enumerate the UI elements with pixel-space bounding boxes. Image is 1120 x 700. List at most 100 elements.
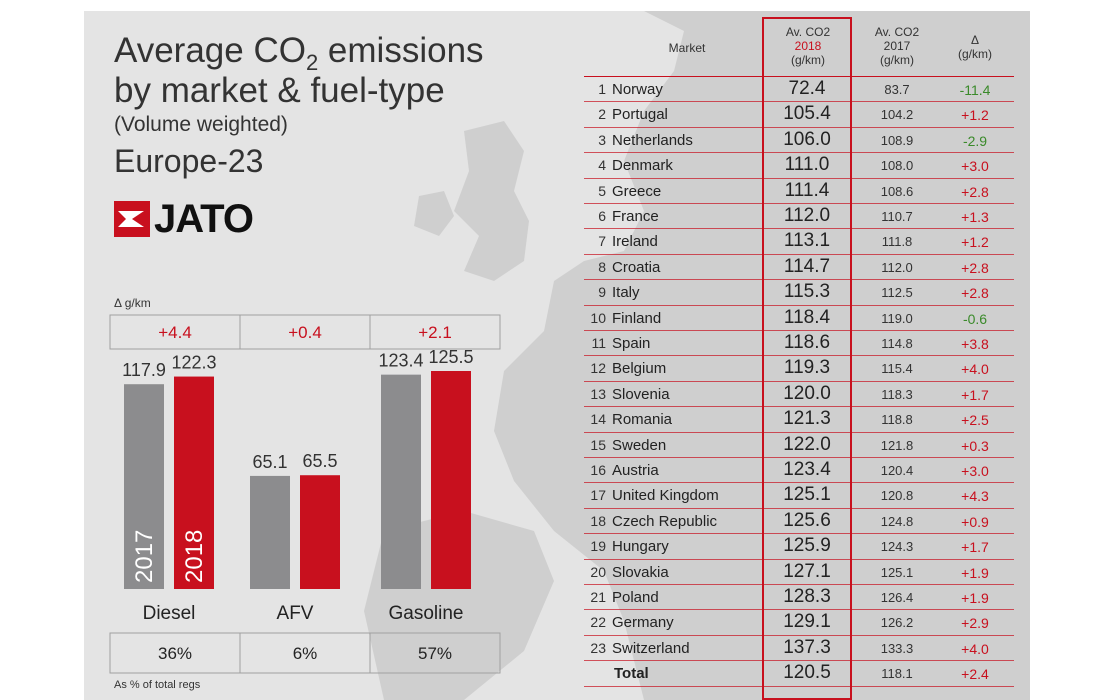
market-denmark: Denmark — [612, 157, 673, 175]
row-divider — [584, 101, 1014, 103]
rank-spain: 11 — [591, 335, 606, 351]
value-2018-slovenia: 120.0 — [783, 382, 831, 404]
bar-gasoline-2017 — [381, 374, 421, 589]
row-divider — [584, 457, 1014, 458]
value-2017-france: 110.7 — [881, 209, 913, 224]
rank-ireland: 7 — [598, 233, 606, 250]
rank-slovakia: 20 — [590, 563, 606, 580]
market-slovenia: Slovenia — [612, 385, 670, 403]
value-2018-slovakia: 127.1 — [783, 560, 831, 582]
value-2017-netherlands: 108.9 — [880, 132, 914, 148]
value-2018-romania: 121.3 — [783, 408, 831, 430]
share-value-afv: 6% — [293, 644, 318, 663]
value-2017-czech-republic: 124.8 — [880, 513, 914, 529]
rank-germany: 22 — [590, 614, 606, 631]
header-2017-line1: Av. CO2 — [874, 25, 920, 39]
market-italy: Italy — [612, 284, 640, 302]
row-divider — [584, 304, 1014, 306]
delta-portugal: +1.2 — [961, 107, 989, 124]
row-divider — [584, 76, 1014, 77]
row-divider — [584, 330, 1014, 331]
rank-united-kingdom: 17 — [590, 487, 606, 504]
bar-diesel-2018 — [174, 376, 214, 589]
value-2017-greece: 108.6 — [880, 183, 914, 199]
bar-chart: Δ g/km +4.4 +0.4 +2.1 117.9 2017 122.3 2018 Dies… — [109, 296, 501, 691]
delta-slovakia: +1.9 — [961, 564, 989, 581]
delta-axis-label: Δ g/km — [114, 296, 151, 310]
value-2018-france: 112.0 — [783, 205, 831, 226]
delta-austria: +3.0 — [961, 463, 989, 479]
value-2018-portugal: 105.4 — [783, 103, 831, 125]
value-2017-total: 118.1 — [881, 666, 913, 682]
value-2017-belgium: 115.4 — [881, 361, 913, 377]
row-divider — [584, 431, 1014, 433]
market-france: France — [612, 208, 659, 225]
market-ireland: Ireland — [612, 233, 658, 251]
value-2018-sweden: 122.0 — [783, 433, 831, 455]
row-divider — [584, 126, 1014, 128]
row-divider — [584, 406, 1014, 408]
value-2017-slovenia: 118.3 — [881, 386, 913, 402]
delta-ireland: +1.2 — [961, 234, 989, 251]
value-2017-united-kingdom: 120.8 — [880, 488, 914, 504]
jato-logo-text: JATO — [154, 197, 254, 241]
value-2017-italy: 112.5 — [881, 285, 913, 301]
value-2017-poland: 126.4 — [880, 590, 914, 605]
delta-france: +1.3 — [961, 209, 989, 225]
delta-spain: +3.8 — [961, 336, 989, 352]
bar-diesel-2017 — [124, 384, 164, 589]
value-2018-croatia: 114.7 — [783, 255, 831, 277]
highlight-2018-column — [762, 17, 852, 700]
value-2018-spain: 118.6 — [783, 332, 831, 353]
share-row-box — [109, 632, 501, 674]
chart-title-line1: Average CO2 emissions — [114, 31, 484, 75]
chart-subtitle: (Volume weighted) — [114, 113, 288, 136]
value-2018-poland: 128.3 — [783, 586, 831, 607]
value-2017-finland: 119.0 — [881, 310, 913, 326]
bar-afv-2018 — [300, 475, 340, 589]
value-2017-romania: 118.8 — [881, 412, 913, 428]
delta-croatia: +2.8 — [961, 259, 989, 276]
rank-greece: 5 — [598, 182, 606, 199]
rank-italy: 9 — [598, 284, 606, 301]
row-divider — [584, 609, 1014, 611]
value-2018-united-kingdom: 125.1 — [783, 484, 831, 506]
row-divider — [584, 634, 1014, 636]
value-2018-denmark: 111.0 — [784, 154, 830, 176]
delta-romania: +2.5 — [961, 412, 989, 429]
jato-logo: JATO — [114, 197, 314, 241]
bar-value-gasoline-2017: 123.4 — [378, 351, 423, 371]
rank-switzerland: 23 — [590, 639, 606, 656]
market-spain: Spain — [612, 335, 651, 352]
row-divider — [584, 228, 1014, 230]
value-2017-sweden: 121.8 — [880, 437, 914, 453]
value-2018-netherlands: 106.0 — [783, 128, 831, 150]
bar-afv-2017 — [250, 475, 290, 589]
market-total: Total — [614, 665, 649, 683]
share-value-gasoline: 57% — [418, 644, 452, 663]
delta-slovenia: +1.7 — [961, 386, 989, 403]
bar-value-afv-2018: 65.5 — [302, 451, 337, 471]
value-2018-italy: 115.3 — [783, 281, 831, 303]
bar-value-diesel-2018: 122.3 — [171, 353, 216, 373]
rank-finland: 10 — [590, 309, 606, 326]
value-2017-norway: 83.7 — [884, 82, 910, 97]
header-delta: Δ (g/km) — [940, 33, 1010, 61]
emissions-table: Market Av. CO2 2018 (g/km) Av. CO2 2017 … — [84, 11, 1030, 700]
value-2017-hungary: 124.3 — [880, 539, 914, 555]
market-greece: Greece — [612, 182, 662, 200]
market-austria: Austria — [612, 462, 659, 479]
value-2017-slovakia: 125.1 — [880, 564, 914, 580]
delta-italy: +2.8 — [961, 285, 989, 302]
delta-czech-republic: +0.9 — [961, 513, 989, 530]
market-germany: Germany — [612, 614, 674, 632]
bar-value-gasoline-2018: 125.5 — [428, 347, 473, 367]
value-2017-switzerland: 133.3 — [880, 640, 914, 656]
value-2018-greece: 111.4 — [784, 179, 830, 201]
value-2018-austria: 123.4 — [783, 459, 831, 480]
row-divider — [584, 558, 1014, 560]
category-label-gasoline: Gasoline — [389, 603, 464, 624]
delta-value-afv: +0.4 — [288, 323, 322, 342]
header-2017: Av. CO2 2017 (g/km) — [852, 25, 942, 67]
delta-united-kingdom: +4.3 — [961, 488, 989, 505]
